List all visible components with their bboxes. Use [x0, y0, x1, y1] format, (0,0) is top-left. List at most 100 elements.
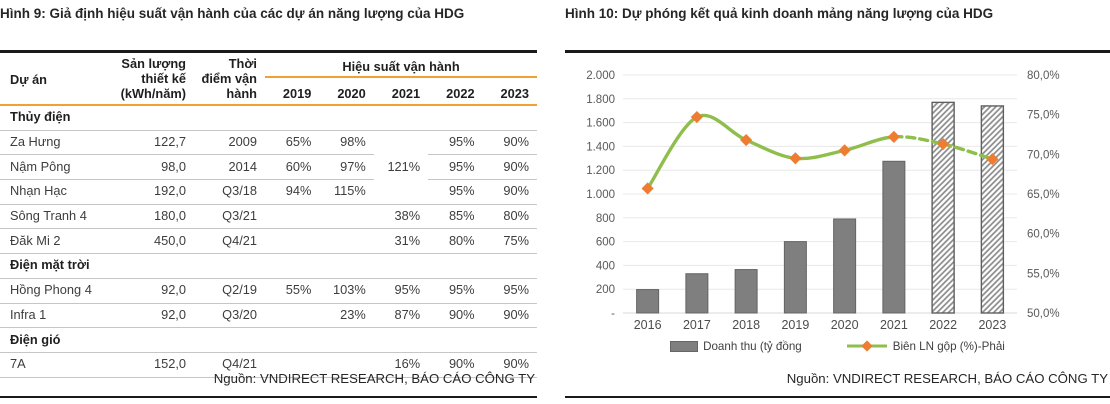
energy-forecast-chart: 2.000 1.800 1.600 1.400 1.200 1.000 800 600 400 2… — [586, 70, 1060, 332]
value-cell: 121% — [373, 130, 429, 205]
header-year-2019: 2019 — [265, 77, 320, 106]
value-cell: 95% — [373, 278, 429, 304]
value-cell: 90% — [428, 303, 483, 329]
project-cell: Infra 1 — [0, 303, 106, 329]
value-cell: 90% — [482, 154, 538, 180]
svg-text:2.000: 2.000 — [586, 70, 615, 82]
svg-text:55,0%: 55,0% — [1027, 268, 1060, 280]
value-cell: 152,0 — [106, 352, 194, 378]
value-cell — [265, 204, 320, 230]
table-row: Đăk Mi 2 450,0 Q4/21 31% 80% 75% — [0, 228, 538, 255]
svg-text:80,0%: 80,0% — [1027, 70, 1060, 82]
svg-text:400: 400 — [596, 260, 615, 272]
value-cell: 31% — [373, 228, 429, 255]
value-cell: 23% — [319, 303, 374, 329]
legend-revenue-label: Doanh thu (tỷ đồng — [703, 339, 802, 353]
figure-9-panel: Hình 9: Giả định hiệu suất vận hành của … — [0, 6, 538, 398]
value-cell: 55% — [265, 278, 320, 304]
figure-10-title: Hình 10: Dự phóng kết quả kinh doanh mản… — [565, 6, 994, 21]
header-cod-line2: điểm vận — [201, 70, 257, 86]
value-cell: 103% — [319, 278, 374, 304]
value-cell: 2009 — [194, 130, 265, 156]
figure-10-panel: Hình 10: Dự phóng kết quả kinh doanh mản… — [565, 6, 1110, 398]
legend-revenue: Doanh thu (tỷ đồng — [670, 340, 802, 353]
table-section-row: Điện gió — [0, 327, 538, 353]
value-cell: 122,7 — [106, 130, 194, 156]
chart-gridlines — [623, 74, 1017, 313]
svg-text:70,0%: 70,0% — [1027, 149, 1060, 161]
x-axis-labels: 2016 2017 2018 2019 2020 2021 2022 2023 — [634, 318, 1007, 332]
table-row: Nhạn Hạc 192,0 Q3/18 94% 115% 95% 90% — [0, 179, 538, 205]
revenue-bar-forecast — [980, 104, 1005, 314]
svg-text:1.600: 1.600 — [586, 117, 615, 129]
header-year-2021: 2021 — [373, 77, 429, 106]
header-cod-line3: hành — [226, 85, 257, 101]
table-row: 7A 152,0 Q4/21 16% 90% 90% — [0, 352, 538, 378]
legend-margin: Biên LN gộp (%)-Phải — [846, 340, 1005, 353]
value-cell: 115% — [319, 179, 374, 205]
project-cell: Nậm Pông — [0, 154, 106, 180]
revenue-bars — [636, 101, 1005, 314]
value-cell: Q3/18 — [194, 179, 265, 205]
value-cell: 85% — [428, 204, 483, 230]
header-capacity-line1: Sản lượng — [121, 55, 186, 71]
header-efficiency-span: Hiệu suất vận hành — [265, 53, 538, 79]
margin-marker-diamond — [740, 133, 753, 146]
table-section-row: Điện mặt trời — [0, 253, 538, 279]
figure-10-top-rule — [565, 50, 1110, 53]
svg-text:75,0%: 75,0% — [1027, 109, 1060, 121]
svg-text:600: 600 — [596, 236, 615, 248]
table-row: Infra 1 92,0 Q3/20 23% 87% 90% 90% — [0, 303, 538, 329]
header-cod: Thời điểm vận hành — [194, 53, 265, 106]
header-year-2022: 2022 — [428, 77, 483, 106]
revenue-bar-forecast — [931, 101, 955, 314]
project-cell: Nhạn Hạc — [0, 179, 106, 205]
svg-text:-: - — [611, 308, 615, 320]
right-axis-ticks: 80,0% 75,0% 70,0% 65,0% 60,0% 55,0% 50,0% — [1027, 70, 1060, 320]
table-header: Dự án Sản lượng thiết kế (kWh/năm) Thời … — [0, 53, 538, 106]
margin-marker-diamond — [887, 130, 900, 143]
value-cell — [265, 228, 320, 255]
figure-9-source: Nguồn: VNDIRECT RESEARCH, BÁO CÁO CÔNG T… — [213, 370, 535, 386]
value-cell — [319, 352, 374, 378]
table-row: Nậm Pông 98,0 2014 60% 97% 95% 90% — [0, 154, 538, 180]
svg-text:60,0%: 60,0% — [1027, 228, 1060, 240]
revenue-bar — [783, 240, 807, 314]
svg-text:65,0%: 65,0% — [1027, 189, 1060, 201]
value-cell: 92,0 — [106, 278, 194, 304]
value-cell — [265, 352, 320, 378]
value-cell: 95% — [428, 179, 483, 205]
operating-efficiency-table: Dự án Sản lượng thiết kế (kWh/năm) Thời … — [0, 53, 538, 378]
figure-9-title: Hình 9: Giả định hiệu suất vận hành của … — [0, 6, 465, 21]
header-capacity: Sản lượng thiết kế (kWh/năm) — [106, 53, 194, 106]
svg-text:2020: 2020 — [831, 318, 859, 332]
revenue-bar — [636, 288, 660, 314]
svg-text:200: 200 — [596, 284, 615, 296]
value-cell: 90% — [482, 352, 538, 378]
table-row: Za Hưng 122,7 2009 65% 98% 121% 95% 90% — [0, 130, 538, 205]
value-cell: 87% — [373, 303, 429, 329]
value-cell: 95% — [428, 130, 483, 156]
header-capacity-line3: (kWh/năm) — [120, 85, 186, 101]
header-year-2023: 2023 — [482, 77, 538, 106]
value-cell: 16% — [373, 352, 429, 378]
chart-legend: Doanh thu (tỷ đồng Biên LN gộp (%)-Phải — [565, 340, 1110, 353]
svg-text:1.000: 1.000 — [586, 189, 615, 201]
revenue-swatch — [670, 340, 699, 352]
legend-margin-label: Biên LN gộp (%)-Phải — [892, 339, 1005, 353]
value-cell: Q2/19 — [194, 278, 265, 304]
project-cell: 7A — [0, 352, 106, 378]
svg-text:2022: 2022 — [929, 318, 957, 332]
value-cell: 98,0 — [106, 154, 194, 180]
value-cell: 90% — [482, 303, 538, 329]
left-axis-ticks: 2.000 1.800 1.600 1.400 1.200 1.000 800 600 400 2… — [586, 70, 615, 320]
value-cell: 98% — [319, 130, 374, 156]
value-cell: Q4/21 — [194, 352, 265, 378]
svg-text:800: 800 — [596, 212, 615, 224]
value-cell: 192,0 — [106, 179, 194, 205]
value-cell: 2014 — [194, 154, 265, 180]
svg-text:2017: 2017 — [683, 318, 711, 332]
value-cell — [319, 204, 374, 230]
value-cell: 80% — [428, 228, 483, 255]
header-cod-line1: Thời — [228, 55, 257, 71]
